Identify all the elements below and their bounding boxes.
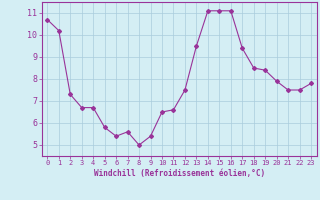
X-axis label: Windchill (Refroidissement éolien,°C): Windchill (Refroidissement éolien,°C) — [94, 169, 265, 178]
